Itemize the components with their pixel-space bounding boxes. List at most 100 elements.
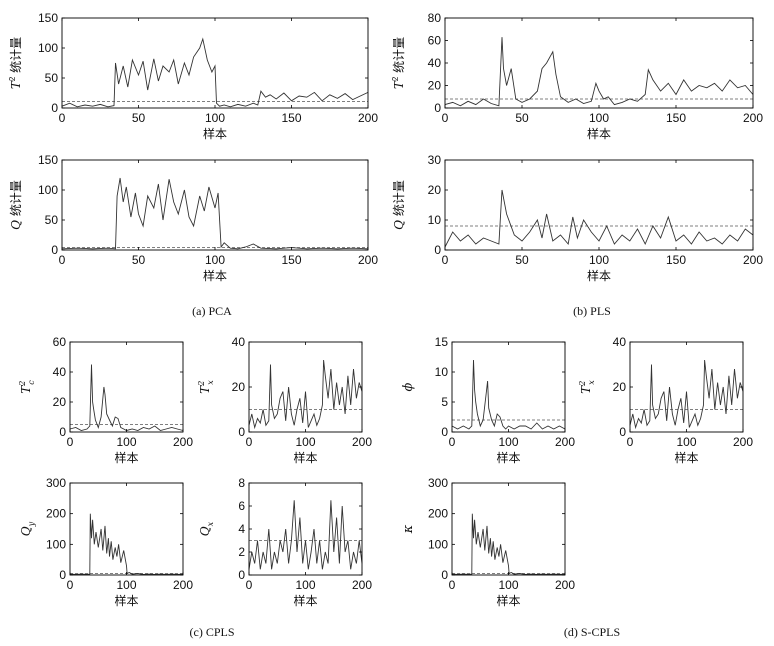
y-tick-label: 20 (613, 380, 627, 394)
x-tick-label: 100 (205, 111, 225, 125)
series-line (69, 364, 184, 431)
plot-frame (69, 482, 184, 576)
y-tick-label: 50 (45, 213, 59, 227)
x-tick-label: 200 (743, 111, 763, 125)
chart-cpls_tx: 0 100 200 0 20 40 样本 T2x (197, 335, 372, 465)
series-line (61, 37, 369, 108)
y-tick-label: 15 (435, 335, 449, 349)
y-tick-label: 80 (428, 11, 442, 25)
y-tick-label: 200 (428, 507, 448, 521)
caption-d-scpls: (d) S-CPLS (563, 625, 621, 639)
caption-b-pls: (b) PLS (573, 304, 611, 318)
y-tick-label: 4 (238, 522, 245, 536)
plot-frame (61, 17, 369, 109)
x-tick-label: 0 (67, 435, 74, 449)
x-tick-label: 0 (449, 435, 456, 449)
x-axis-label: 样本 (114, 450, 138, 465)
x-tick-label: 0 (449, 578, 456, 592)
chart-pca_t2: 0 50 100 150 200 0 50 100 150 样本 T2 统计量 (8, 11, 378, 141)
x-axis-label: 样本 (114, 593, 138, 608)
chart-cpls_qy: 0 100 200 0 100 200 300 样本 Qy (19, 476, 193, 608)
series-line (248, 359, 363, 430)
plot-frame (451, 482, 566, 576)
y-axis-label: Qx (198, 521, 215, 536)
x-tick-label: 100 (116, 578, 136, 592)
x-tick-label: 150 (666, 111, 686, 125)
x-tick-label: 0 (442, 253, 449, 267)
x-tick-label: 100 (589, 253, 609, 267)
y-tick-label: 0 (619, 425, 626, 439)
chart-scpls_phi: 0 100 200 0 5 10 15 样本 ϕ (401, 335, 575, 465)
series-line (444, 189, 754, 248)
x-tick-label: 200 (555, 435, 575, 449)
x-tick-label: 200 (173, 578, 193, 592)
y-tick-label: 300 (46, 476, 66, 490)
y-tick-label: 0 (59, 568, 66, 582)
x-axis-label: 样本 (496, 450, 520, 465)
y-tick-label: 100 (38, 183, 58, 197)
y-axis-label: Q 统计量 (392, 180, 406, 230)
x-tick-label: 150 (281, 111, 301, 125)
x-tick-label: 0 (246, 578, 253, 592)
series-line (248, 500, 363, 570)
y-tick-label: 8 (238, 476, 245, 490)
x-tick-label: 150 (666, 253, 686, 267)
y-axis-label: κ (401, 524, 416, 534)
y-tick-label: 150 (38, 11, 58, 25)
x-tick-label: 50 (132, 253, 146, 267)
plot-frame (61, 159, 369, 251)
x-tick-label: 200 (358, 111, 378, 125)
plot-frame (629, 341, 744, 433)
y-axis-label: T2c (18, 380, 36, 394)
x-tick-label: 0 (627, 435, 634, 449)
x-tick-label: 200 (555, 578, 575, 592)
y-tick-label: 0 (238, 568, 245, 582)
y-axis-label: Q 统计量 (9, 180, 23, 230)
series-line (444, 37, 754, 107)
series-line (451, 513, 566, 575)
y-tick-label: 0 (441, 568, 448, 582)
y-tick-label: 60 (428, 34, 442, 48)
x-axis-label: 样本 (587, 268, 611, 283)
x-axis-label: 样本 (674, 450, 698, 465)
x-tick-label: 0 (442, 111, 449, 125)
y-tick-label: 150 (38, 153, 58, 167)
y-axis-label: T2 统计量 (8, 37, 23, 89)
x-axis-label: 样本 (293, 593, 317, 608)
x-tick-label: 200 (358, 253, 378, 267)
y-tick-label: 50 (45, 71, 59, 85)
y-axis-label: T2x (578, 380, 596, 394)
caption-c-cpls: (c) CPLS (189, 625, 235, 639)
y-tick-label: 10 (435, 365, 449, 379)
x-tick-label: 150 (281, 253, 301, 267)
y-tick-label: 100 (428, 537, 448, 551)
y-tick-label: 60 (53, 335, 67, 349)
y-tick-label: 200 (46, 507, 66, 521)
y-tick-label: 40 (428, 56, 442, 70)
y-tick-label: 20 (428, 183, 442, 197)
y-tick-label: 0 (238, 425, 245, 439)
x-tick-label: 200 (733, 435, 753, 449)
series-line (69, 513, 184, 575)
x-tick-label: 200 (173, 435, 193, 449)
y-tick-label: 100 (46, 537, 66, 551)
y-tick-label: 40 (53, 365, 67, 379)
y-axis-label: T2x (197, 380, 215, 394)
y-tick-label: 0 (434, 101, 441, 115)
x-tick-label: 0 (67, 578, 74, 592)
y-axis-label: ϕ (401, 382, 416, 391)
x-tick-label: 100 (295, 578, 315, 592)
series-line (629, 359, 744, 430)
y-axis-label: T2 统计量 (391, 37, 406, 89)
caption-a-pca: (a) PCA (192, 304, 232, 318)
chart-pca_q: 0 50 100 150 200 0 50 100 150 样本 Q 统计量 (9, 153, 378, 283)
y-tick-label: 20 (428, 79, 442, 93)
plot-frame (444, 17, 754, 109)
x-tick-label: 100 (205, 253, 225, 267)
chart-scpls_k: 0 100 200 0 100 200 300 样本 κ (401, 476, 575, 608)
y-axis-label: Qy (19, 521, 36, 536)
x-tick-label: 100 (498, 435, 518, 449)
x-tick-label: 0 (59, 253, 66, 267)
y-tick-label: 0 (441, 425, 448, 439)
